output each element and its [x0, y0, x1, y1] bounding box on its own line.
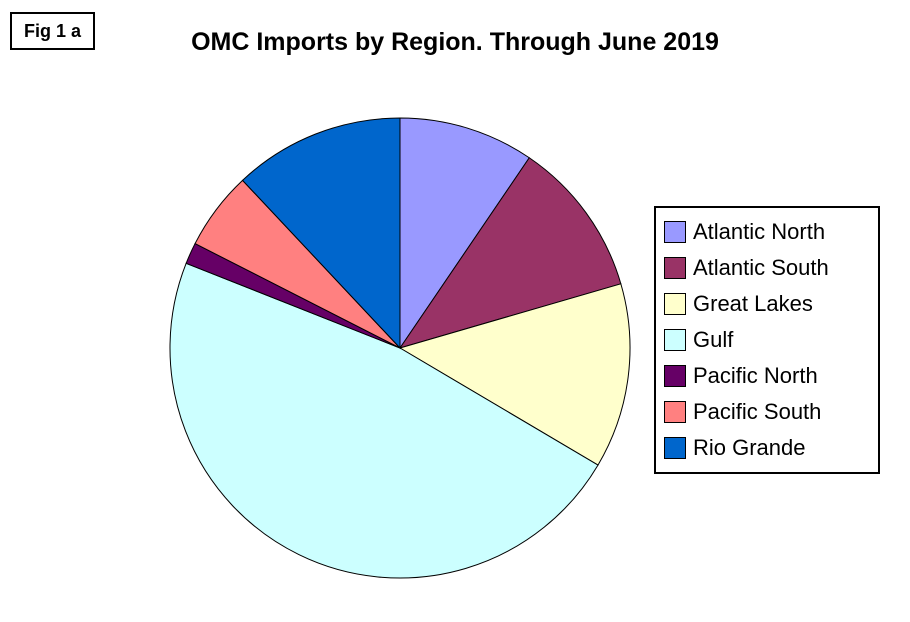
pie-slice-rio-grande — [241, 117, 401, 350]
legend-label: Rio Grande — [693, 435, 806, 460]
legend-swatch — [664, 401, 686, 423]
legend-label: Pacific South — [693, 399, 822, 424]
legend-item-rio-grande: Rio Grande — [664, 430, 870, 466]
legend-item-great-lakes: Great Lakes — [664, 286, 870, 322]
legend-item-gulf: Gulf — [664, 322, 870, 358]
legend-swatch — [664, 437, 686, 459]
pie-slice-great-lakes — [398, 283, 631, 466]
legend-swatch — [664, 221, 686, 243]
legend-item-atlantic-south: Atlantic South — [664, 250, 870, 286]
legend-swatch — [664, 329, 686, 351]
legend: Atlantic North Atlantic South Great Lakes G… — [654, 206, 880, 474]
legend-swatch — [664, 257, 686, 279]
legend-item-pacific-south: Pacific South — [664, 394, 870, 430]
legend-label: Great Lakes — [693, 291, 813, 316]
pie-slice-atlantic-south — [398, 157, 622, 349]
legend-item-atlantic-north: Atlantic North — [664, 214, 870, 250]
legend-label: Gulf — [693, 327, 734, 352]
legend-swatch — [664, 293, 686, 315]
legend-item-pacific-north: Pacific North — [664, 358, 870, 394]
pie-slice-gulf — [169, 262, 599, 579]
legend-label: Atlantic North — [693, 219, 826, 244]
figure-label: Fig 1 a — [10, 12, 96, 50]
legend-swatch — [664, 365, 686, 387]
legend-label: Atlantic South — [693, 255, 829, 280]
legend-label: Pacific North — [693, 363, 818, 388]
pie-slice-atlantic-north — [399, 117, 530, 350]
chart-title: OMC Imports by Region. Through June 2019 — [191, 28, 719, 56]
